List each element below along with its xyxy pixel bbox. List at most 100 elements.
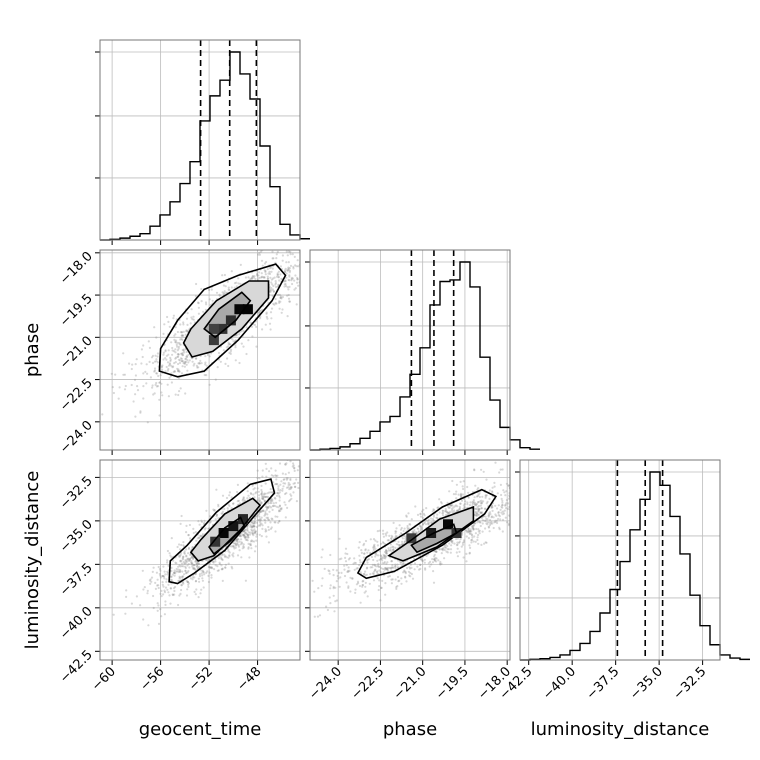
- sample-point: [271, 257, 274, 260]
- sample-point: [351, 577, 354, 580]
- sample-point: [421, 523, 425, 526]
- sample-point: [399, 532, 403, 535]
- sample-point: [411, 577, 415, 580]
- sample-point: [245, 352, 248, 356]
- sample-point: [187, 361, 190, 364]
- sample-point: [401, 543, 404, 546]
- sample-point: [111, 386, 114, 389]
- sample-point: [172, 365, 175, 368]
- sample-point: [191, 318, 194, 321]
- sample-point: [184, 559, 187, 562]
- sample-point: [194, 560, 197, 563]
- sample-point: [397, 580, 400, 583]
- sample-point: [180, 352, 184, 355]
- sample-point: [157, 584, 160, 587]
- sample-point: [471, 525, 474, 528]
- sample-point: [253, 550, 257, 553]
- x-tick-label: −52: [186, 664, 216, 694]
- sample-point: [178, 570, 182, 574]
- sample-point: [181, 575, 184, 578]
- sample-point: [112, 391, 115, 395]
- sample-point: [483, 519, 486, 522]
- sample-point: [499, 483, 502, 486]
- sample-point: [278, 504, 281, 507]
- sample-point: [480, 511, 484, 514]
- sample-point: [194, 531, 197, 534]
- y-tick-label: −37.5: [57, 561, 96, 600]
- panel-scatter-geocent-time-phase: −24.0−22.5−21.0−19.5−18.0: [57, 249, 307, 457]
- sample-point: [223, 292, 226, 295]
- sample-point: [233, 282, 237, 285]
- density-cell: [208, 335, 219, 346]
- sample-point: [476, 536, 479, 539]
- sample-point: [390, 560, 393, 563]
- sample-point: [289, 460, 292, 463]
- sample-point: [444, 514, 447, 517]
- sample-point: [286, 254, 289, 257]
- sample-point: [191, 565, 194, 568]
- sample-point: [188, 553, 192, 556]
- sample-point: [260, 522, 263, 525]
- sample-point: [202, 586, 205, 589]
- sample-point: [192, 557, 195, 560]
- sample-point: [372, 538, 376, 541]
- sample-point: [174, 351, 177, 354]
- sample-point: [476, 538, 479, 542]
- sample-point: [257, 274, 260, 277]
- sample-point: [170, 537, 173, 540]
- sample-point: [349, 576, 352, 579]
- sample-point: [435, 557, 438, 560]
- sample-point: [196, 565, 199, 568]
- sample-point: [236, 554, 240, 557]
- sample-point: [179, 553, 182, 556]
- sample-point: [305, 266, 307, 268]
- sample-point: [453, 509, 456, 512]
- sample-point: [340, 571, 343, 575]
- sample-point: [257, 497, 261, 500]
- sample-point: [214, 564, 217, 567]
- sample-point: [385, 534, 388, 537]
- sample-point: [385, 549, 388, 552]
- sample-point: [272, 290, 275, 293]
- sample-point: [441, 549, 444, 552]
- sample-point: [191, 576, 194, 579]
- sample-point: [501, 499, 504, 502]
- sample-point: [275, 257, 278, 260]
- sample-point: [220, 556, 223, 559]
- sample-point: [275, 505, 278, 508]
- sample-point: [140, 362, 143, 365]
- sample-point: [375, 571, 378, 574]
- sample-point: [227, 343, 230, 346]
- sample-point: [366, 566, 369, 569]
- sample-point: [362, 556, 366, 559]
- sample-point: [303, 267, 305, 269]
- sample-point: [458, 507, 462, 510]
- sample-point: [357, 546, 360, 549]
- sample-point: [486, 521, 489, 524]
- sample-point: [419, 524, 422, 528]
- sample-point: [425, 554, 428, 558]
- sample-point: [254, 530, 257, 533]
- sample-point: [285, 462, 288, 465]
- sample-point: [142, 385, 145, 388]
- sample-point: [493, 481, 496, 484]
- sample-point: [218, 561, 221, 564]
- sample-point: [251, 529, 254, 532]
- sample-point: [180, 565, 183, 568]
- sample-point: [241, 533, 245, 536]
- sample-point: [210, 574, 213, 577]
- sample-point: [523, 498, 525, 500]
- sample-point: [396, 566, 399, 569]
- sample-point: [236, 333, 239, 336]
- sample-point: [235, 538, 238, 541]
- sample-point: [475, 495, 479, 498]
- sample-point: [477, 501, 480, 504]
- sample-point: [333, 610, 336, 613]
- sample-point: [187, 569, 190, 573]
- sample-point: [244, 528, 247, 531]
- sample-point: [559, 462, 561, 464]
- sample-point: [279, 295, 282, 298]
- sample-point: [267, 502, 270, 505]
- sample-point: [287, 268, 290, 271]
- sample-point: [200, 588, 203, 591]
